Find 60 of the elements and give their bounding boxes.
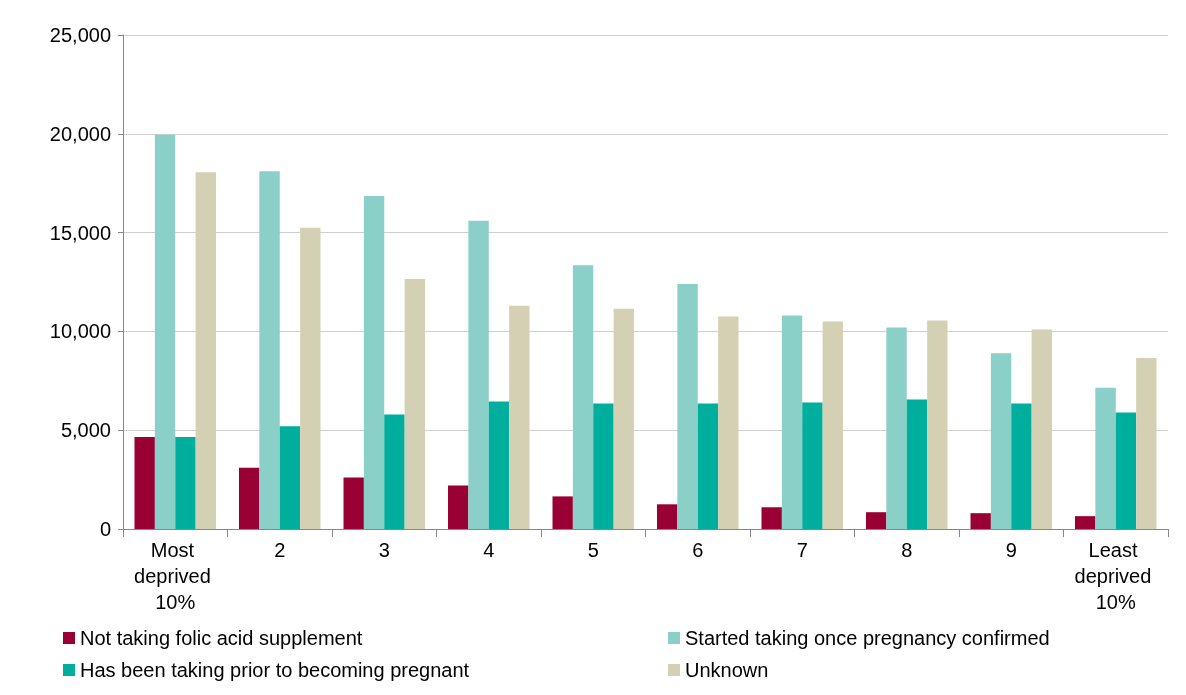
bar [970, 513, 991, 529]
x-tick-label: Most deprived 10% [134, 539, 217, 613]
bar [343, 477, 364, 529]
bar [239, 467, 260, 529]
y-tick-label: 10,000 [49, 320, 111, 343]
bar [697, 403, 719, 529]
bar [175, 437, 196, 529]
bar [468, 220, 489, 529]
bar [1031, 329, 1053, 529]
x-tick-label: 6 [692, 539, 704, 561]
x-tick-label: 4 [483, 539, 495, 561]
bar [613, 308, 635, 529]
bar [1011, 403, 1032, 529]
bar [886, 327, 907, 529]
legend-label: Started taking once pregnancy confirmed [685, 627, 1050, 649]
y-tick-label: 25,000 [49, 24, 111, 46]
bar [552, 496, 573, 529]
legend-label: Unknown [685, 659, 769, 681]
bar [300, 227, 321, 529]
bar [154, 134, 176, 529]
bar [488, 401, 510, 529]
bar [1095, 387, 1116, 529]
x-tick-label: 7 [796, 539, 808, 561]
bar [572, 265, 594, 529]
bar [509, 305, 530, 529]
bar [363, 196, 385, 529]
bar [1136, 358, 1157, 529]
bar [404, 279, 426, 529]
bar [802, 402, 823, 529]
y-tick-label: 15,000 [49, 221, 111, 244]
x-tick-label: 9 [1005, 539, 1017, 561]
bar [593, 403, 614, 529]
x-tick-label: 2 [274, 539, 286, 561]
legend-label: Not taking folic acid supplement [80, 627, 363, 649]
y-tick-label: 20,000 [49, 122, 111, 145]
bar [906, 399, 928, 529]
y-tick-label: 5,000 [60, 419, 111, 442]
y-tick-label: 0 [99, 518, 111, 540]
bar [195, 172, 217, 529]
bar [657, 504, 678, 529]
bar [279, 426, 301, 529]
bar [448, 485, 469, 529]
bar [259, 171, 280, 529]
bar [718, 316, 739, 529]
bar [1074, 516, 1096, 529]
bar [134, 437, 155, 529]
x-tick-label: 5 [587, 539, 599, 561]
x-tick-label: 3 [378, 539, 390, 561]
bar [384, 414, 405, 529]
x-tick-label: 8 [901, 539, 913, 561]
bar [866, 512, 887, 529]
bar [1115, 412, 1137, 529]
legend-label: Has been taking prior to becoming pregnant [80, 659, 470, 681]
bar [761, 507, 782, 529]
x-tick-label: Least deprived 10% [1074, 539, 1157, 613]
bar [781, 315, 803, 529]
bar [822, 321, 844, 529]
bar [927, 320, 948, 529]
bar [990, 353, 1012, 529]
bar [677, 283, 698, 529]
